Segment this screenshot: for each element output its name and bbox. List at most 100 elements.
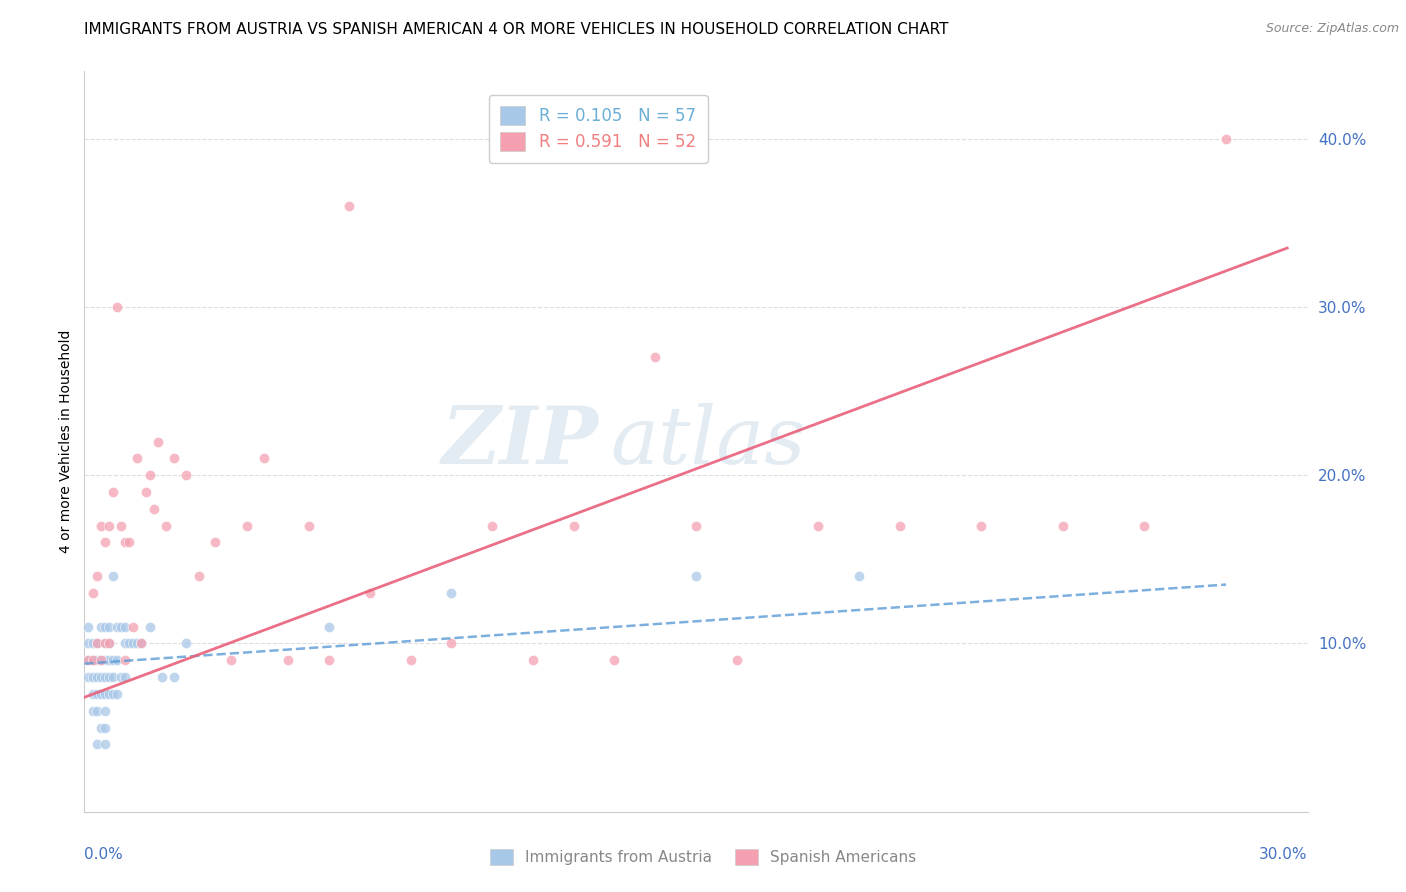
Point bbox=[93, 738, 117, 752]
Point bbox=[155, 518, 177, 533]
Point bbox=[142, 501, 165, 516]
Point bbox=[848, 569, 870, 583]
Point bbox=[298, 518, 321, 533]
Point bbox=[77, 653, 100, 667]
Point bbox=[163, 670, 186, 684]
Point bbox=[1215, 131, 1237, 145]
Point bbox=[187, 569, 209, 583]
Point bbox=[86, 636, 108, 650]
Point bbox=[204, 535, 226, 549]
Point bbox=[339, 199, 361, 213]
Point bbox=[114, 619, 136, 633]
Point bbox=[522, 653, 544, 667]
Point bbox=[97, 687, 120, 701]
Text: Source: ZipAtlas.com: Source: ZipAtlas.com bbox=[1265, 22, 1399, 36]
Point bbox=[359, 586, 381, 600]
Point bbox=[138, 468, 160, 483]
Point bbox=[685, 518, 707, 533]
Point bbox=[127, 451, 149, 466]
Point bbox=[970, 518, 993, 533]
Point bbox=[82, 687, 104, 701]
Point bbox=[97, 518, 120, 533]
Point bbox=[90, 653, 112, 667]
Point bbox=[176, 636, 198, 650]
Point bbox=[399, 653, 422, 667]
Point bbox=[253, 451, 276, 466]
Point bbox=[93, 687, 117, 701]
Point bbox=[110, 619, 132, 633]
Point bbox=[146, 434, 169, 449]
Point bbox=[90, 518, 112, 533]
Point bbox=[114, 535, 136, 549]
Point bbox=[105, 619, 128, 633]
Point bbox=[163, 451, 186, 466]
Point bbox=[93, 636, 117, 650]
Point bbox=[93, 670, 117, 684]
Point bbox=[82, 636, 104, 650]
Point bbox=[101, 569, 124, 583]
Point bbox=[86, 670, 108, 684]
Point bbox=[105, 653, 128, 667]
Point bbox=[97, 619, 120, 633]
Point bbox=[90, 619, 112, 633]
Point bbox=[122, 636, 145, 650]
Point bbox=[138, 619, 160, 633]
Point bbox=[685, 569, 707, 583]
Point bbox=[101, 687, 124, 701]
Point bbox=[101, 485, 124, 500]
Point bbox=[86, 653, 108, 667]
Point bbox=[86, 687, 108, 701]
Point bbox=[318, 653, 340, 667]
Point bbox=[93, 619, 117, 633]
Point bbox=[97, 653, 120, 667]
Point bbox=[562, 518, 585, 533]
Point bbox=[90, 721, 112, 735]
Point bbox=[131, 636, 153, 650]
Y-axis label: 4 or more Vehicles in Household: 4 or more Vehicles in Household bbox=[59, 330, 73, 553]
Point bbox=[131, 636, 153, 650]
Point bbox=[114, 670, 136, 684]
Point bbox=[118, 535, 141, 549]
Text: 30.0%: 30.0% bbox=[1260, 847, 1308, 863]
Point bbox=[93, 653, 117, 667]
Legend: R = 0.105   N = 57, R = 0.591   N = 52: R = 0.105 N = 57, R = 0.591 N = 52 bbox=[489, 95, 707, 163]
Point bbox=[82, 670, 104, 684]
Point bbox=[101, 670, 124, 684]
Point bbox=[127, 636, 149, 650]
Point bbox=[77, 636, 100, 650]
Point bbox=[93, 636, 117, 650]
Point bbox=[77, 619, 100, 633]
Point bbox=[114, 636, 136, 650]
Point bbox=[90, 687, 112, 701]
Point bbox=[725, 653, 748, 667]
Point bbox=[277, 653, 299, 667]
Point bbox=[105, 687, 128, 701]
Point bbox=[236, 518, 259, 533]
Point bbox=[77, 653, 100, 667]
Point bbox=[86, 704, 108, 718]
Point bbox=[86, 636, 108, 650]
Point bbox=[93, 704, 117, 718]
Text: 0.0%: 0.0% bbox=[84, 847, 124, 863]
Point bbox=[77, 670, 100, 684]
Point bbox=[86, 569, 108, 583]
Point bbox=[889, 518, 911, 533]
Point bbox=[97, 670, 120, 684]
Point bbox=[101, 653, 124, 667]
Point bbox=[1133, 518, 1156, 533]
Point bbox=[644, 351, 666, 365]
Text: IMMIGRANTS FROM AUSTRIA VS SPANISH AMERICAN 4 OR MORE VEHICLES IN HOUSEHOLD CORR: IMMIGRANTS FROM AUSTRIA VS SPANISH AMERI… bbox=[84, 22, 949, 37]
Point bbox=[150, 670, 173, 684]
Point bbox=[82, 586, 104, 600]
Point bbox=[86, 738, 108, 752]
Point bbox=[603, 653, 626, 667]
Point bbox=[82, 653, 104, 667]
Point bbox=[122, 619, 145, 633]
Point bbox=[118, 636, 141, 650]
Text: atlas: atlas bbox=[610, 403, 806, 480]
Point bbox=[110, 518, 132, 533]
Point bbox=[90, 653, 112, 667]
Point bbox=[114, 653, 136, 667]
Legend: Immigrants from Austria, Spanish Americans: Immigrants from Austria, Spanish America… bbox=[484, 843, 922, 871]
Point bbox=[105, 300, 128, 314]
